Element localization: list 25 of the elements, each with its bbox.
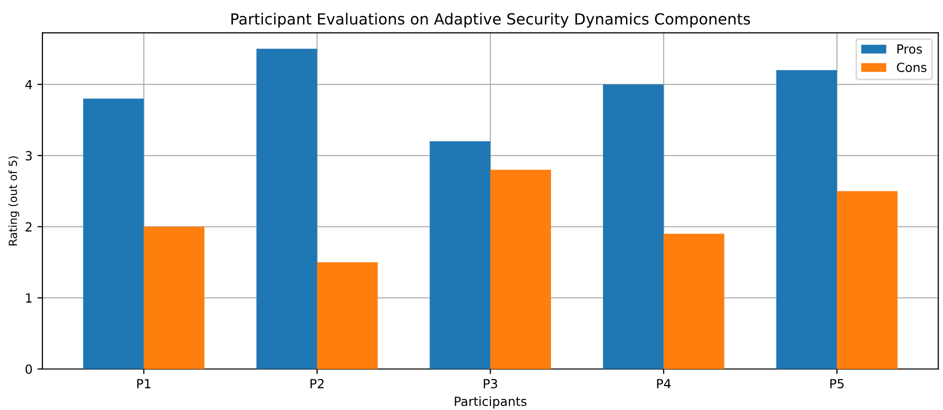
x-tick-label: P5 [830, 379, 844, 388]
bar [256, 48, 318, 369]
bar [83, 98, 144, 369]
bar [664, 234, 724, 369]
bar [490, 170, 552, 369]
y-axis-title: Rating (out of 5) [8, 156, 20, 246]
legend-label: Pros [897, 44, 922, 54]
x-axis-title: Participants [454, 396, 526, 408]
x-tick-label: P4 [657, 379, 671, 388]
bar [602, 84, 664, 369]
bar [317, 262, 378, 369]
y-tick-label: 3 [26, 151, 32, 160]
bar [836, 191, 898, 369]
x-tick-label: P2 [310, 378, 324, 388]
chart-title: Participant Evaluations on Adaptive Security Dynamics Components [231, 12, 750, 28]
bar [776, 70, 837, 369]
legend-label: Cons [896, 62, 926, 72]
y-tick-label: 4 [25, 80, 32, 90]
x-tick-label: P3 [484, 378, 498, 388]
y-tick-label: 1 [26, 293, 32, 303]
bar [144, 226, 204, 369]
x-tick-label: P1 [137, 379, 150, 388]
bar [430, 141, 490, 369]
y-tick-label: 0 [26, 364, 32, 374]
y-tick-label: 2 [26, 222, 32, 232]
